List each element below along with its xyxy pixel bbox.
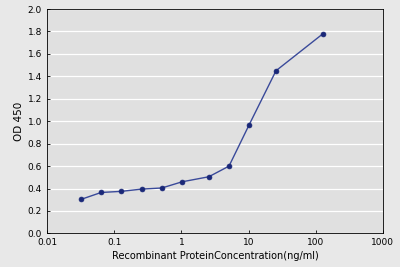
Y-axis label: OD 450: OD 450 <box>14 102 24 141</box>
X-axis label: Recombinant ProteinConcentration(ng/ml): Recombinant ProteinConcentration(ng/ml) <box>112 252 318 261</box>
